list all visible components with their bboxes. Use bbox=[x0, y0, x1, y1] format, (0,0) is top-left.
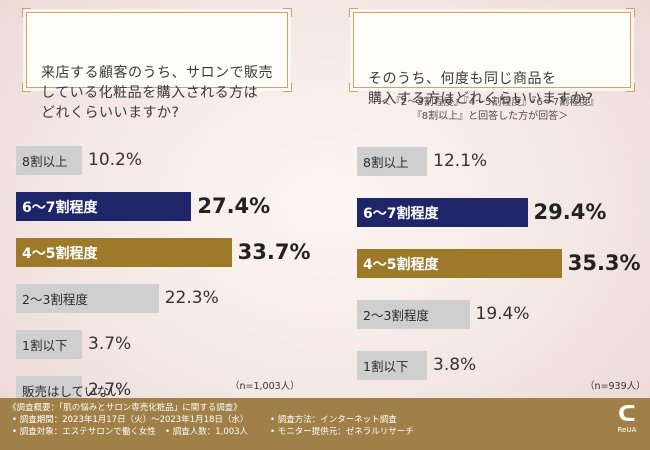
bar-0-4: 1割以下 bbox=[16, 330, 82, 359]
survey-title: 《調査概要：「肌の悩みとサロン専売化粧品」に関する調査》 bbox=[8, 403, 242, 413]
bar-0-2: 4〜5割程度 bbox=[16, 238, 232, 267]
bar-0-1: 6〜7割程度 bbox=[16, 192, 192, 221]
sample-size-right: （n=939人） bbox=[585, 381, 646, 392]
survey-count: • 調査人数：1,003人 bbox=[165, 427, 249, 437]
bar-category-label: 1割以下 bbox=[363, 359, 409, 374]
bar-category-label: 8割以上 bbox=[363, 155, 409, 170]
question-box-right: そのうち、何度も同じ商品を 購入する方はどれくらいいますか? bbox=[349, 8, 635, 107]
bar-value-label: 12.1% bbox=[433, 151, 488, 171]
bar-value-label: 2.7% bbox=[88, 380, 132, 400]
bar-category-label: 8割以上 bbox=[22, 154, 68, 169]
bar-1-1: 6〜7割程度 bbox=[357, 198, 528, 227]
company-logo: ᑕ ReUA bbox=[614, 402, 640, 435]
bar-category-label: 2〜3割程度 bbox=[363, 308, 429, 323]
bar-0-3: 2〜3割程度 bbox=[16, 284, 159, 313]
right-panel: そのうち、何度も同じ商品を 購入する方はどれくらいいますか? ＜『2〜3割程度』… bbox=[325, 0, 650, 395]
survey-method: • 調査方法：インターネット調査 bbox=[270, 415, 397, 425]
bar-0-0: 8割以上 bbox=[16, 146, 82, 175]
survey-period: • 調査期間：2023年1月17日（火）〜2023年1月18日（水） bbox=[12, 415, 249, 425]
bar-value-label: 22.3% bbox=[164, 288, 219, 308]
question-left: 来店する顧客のうち、サロンで販売 している化粧品を購入される方は どれくらいいま… bbox=[41, 65, 273, 121]
bar-1-0: 8割以上 bbox=[357, 147, 428, 176]
bar-value-label: 19.4% bbox=[475, 304, 530, 324]
question-right: そのうち、何度も同じ商品を 購入する方はどれくらいいますか? bbox=[368, 71, 594, 107]
bar-1-2: 4〜5割程度 bbox=[357, 249, 562, 278]
left-panel: 来店する顧客のうち、サロンで販売 している化粧品を購入される方は どれくらいいま… bbox=[0, 0, 325, 405]
bar-value-label: 27.4% bbox=[197, 194, 271, 218]
bar-category-label: 1割以下 bbox=[22, 338, 68, 353]
survey-provider: • モニター提供元：ゼネラルリサーチ bbox=[270, 427, 414, 437]
respondent-note: ＜『2〜3割程度』『4〜5割程度』『6〜7割程度』 『8割以上』と回答した方が回… bbox=[380, 97, 600, 122]
bar-value-label: 35.3% bbox=[567, 251, 641, 275]
bar-value-label: 10.2% bbox=[88, 150, 143, 170]
bar-category-label: 6〜7割程度 bbox=[363, 205, 439, 222]
bar-category-label: 販売はしていない bbox=[22, 384, 122, 399]
bar-category-label: 4〜5割程度 bbox=[22, 245, 98, 262]
bar-1-4: 1割以下 bbox=[357, 351, 427, 380]
bar-value-label: 3.7% bbox=[88, 334, 132, 354]
bar-category-label: 4〜5割程度 bbox=[363, 256, 439, 273]
question-box-left: 来店する顧客のうち、サロンで販売 している化粧品を購入される方は どれくらいいま… bbox=[22, 8, 292, 121]
logo-text: ReUA bbox=[617, 426, 637, 434]
bar-value-label: 33.7% bbox=[237, 240, 311, 264]
logo-mark-icon: ᑕ bbox=[618, 402, 636, 427]
bar-value-label: 3.8% bbox=[433, 355, 477, 375]
survey-footer: 《調査概要：「肌の悩みとサロン専売化粧品」に関する調査》 • 調査期間：2023… bbox=[0, 398, 650, 450]
bar-category-label: 6〜7割程度 bbox=[22, 199, 98, 216]
survey-target: • 調査対象：エステサロンで働く女性 bbox=[12, 427, 156, 437]
sample-size-left: （n=1,003人） bbox=[230, 381, 300, 392]
bar-category-label: 2〜3割程度 bbox=[22, 292, 88, 307]
bar-1-3: 2〜3割程度 bbox=[357, 300, 470, 329]
bar-value-label: 29.4% bbox=[533, 200, 607, 224]
